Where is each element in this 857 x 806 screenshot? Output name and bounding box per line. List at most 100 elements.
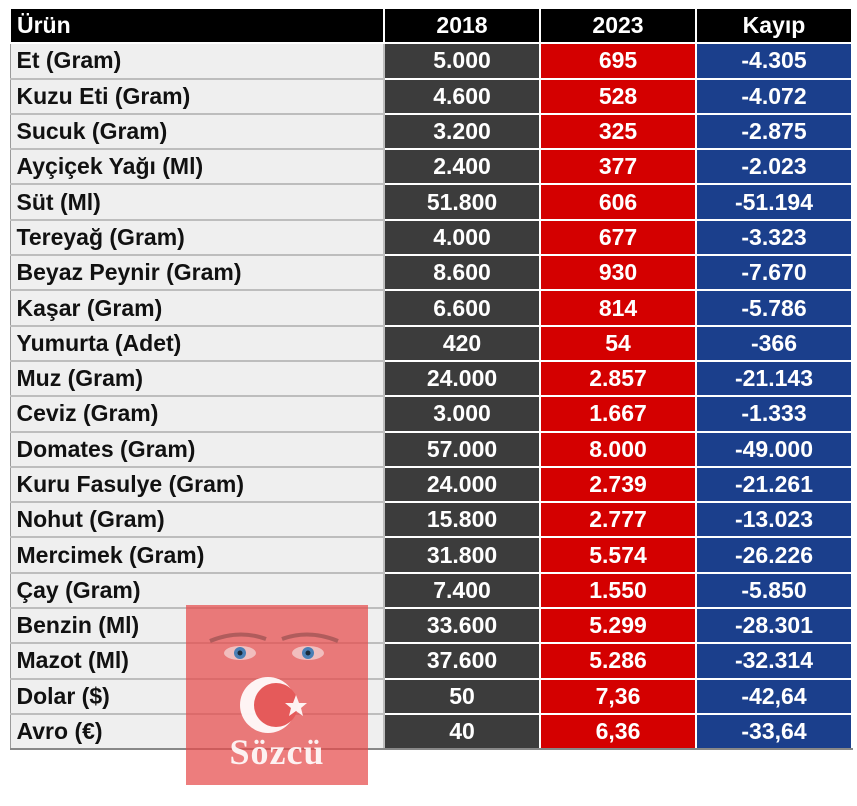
product-name-cell: Yumurta (Adet) bbox=[9, 324, 385, 362]
product-name-cell: Kaşar (Gram) bbox=[9, 289, 385, 327]
product-name-cell: Mercimek (Gram) bbox=[9, 536, 385, 574]
value-2023-cell: 695 bbox=[539, 42, 697, 80]
value-2018-cell: 8.600 bbox=[383, 254, 541, 292]
table-row: Mazot (Ml) 37.600 5.286 -32.314 bbox=[9, 642, 853, 680]
loss-cell: -5.786 bbox=[695, 289, 853, 327]
product-name-cell: Nohut (Gram) bbox=[9, 501, 385, 539]
loss-cell: -5.850 bbox=[695, 571, 853, 610]
table-row: Kuzu Eti (Gram) 4.600 528 -4.072 bbox=[9, 77, 853, 115]
value-2018-cell: 33.600 bbox=[383, 607, 541, 645]
value-2018-cell: 6.600 bbox=[383, 289, 541, 327]
table-row: Avro (€) 40 6,36 -33,64 bbox=[9, 712, 853, 751]
product-name-cell: Et (Gram) bbox=[9, 42, 385, 80]
product-name-cell: Sucuk (Gram) bbox=[9, 112, 385, 151]
watermark-text: Sözcü bbox=[229, 732, 325, 772]
loss-cell: -42,64 bbox=[695, 677, 853, 715]
value-2018-cell: 24.000 bbox=[383, 465, 541, 504]
loss-cell: -33,64 bbox=[695, 712, 853, 751]
loss-cell: -13.023 bbox=[695, 501, 853, 539]
loss-cell: -7.670 bbox=[695, 254, 853, 292]
header-loss: Kayıp bbox=[695, 6, 853, 45]
table-row: Yumurta (Adet) 420 54 -366 bbox=[9, 324, 853, 362]
loss-cell: -2.023 bbox=[695, 148, 853, 186]
table-row: Nohut (Gram) 15.800 2.777 -13.023 bbox=[9, 501, 853, 539]
loss-cell: -4.072 bbox=[695, 77, 853, 115]
loss-cell: -21.143 bbox=[695, 359, 853, 398]
loss-cell: -4.305 bbox=[695, 42, 853, 80]
value-2018-cell: 4.600 bbox=[383, 77, 541, 115]
header-product: Ürün bbox=[9, 6, 385, 45]
product-name-cell: Çay (Gram) bbox=[9, 571, 385, 610]
value-2018-cell: 3.200 bbox=[383, 112, 541, 151]
value-2023-cell: 7,36 bbox=[539, 677, 697, 715]
value-2018-cell: 7.400 bbox=[383, 571, 541, 610]
product-name-cell: Domates (Gram) bbox=[9, 430, 385, 468]
value-2023-cell: 8.000 bbox=[539, 430, 697, 468]
table-header: Ürün 2018 2023 Kayıp bbox=[9, 6, 853, 45]
value-2018-cell: 37.600 bbox=[383, 642, 541, 680]
table-row: Mercimek (Gram) 31.800 5.574 -26.226 bbox=[9, 536, 853, 574]
table-body: Et (Gram) 5.000 695 -4.305 Kuzu Eti (Gram) 4.… bbox=[9, 42, 853, 751]
value-2018-cell: 5.000 bbox=[383, 42, 541, 80]
table-row: Benzin (Ml) 33.600 5.299 -28.301 bbox=[9, 607, 853, 645]
loss-cell: -21.261 bbox=[695, 465, 853, 504]
value-2018-cell: 2.400 bbox=[383, 148, 541, 186]
table-row: Çay (Gram) 7.400 1.550 -5.850 bbox=[9, 571, 853, 610]
table-row: Sucuk (Gram) 3.200 325 -2.875 bbox=[9, 112, 853, 151]
value-2023-cell: 677 bbox=[539, 218, 697, 257]
loss-cell: -2.875 bbox=[695, 112, 853, 151]
product-name-cell: Beyaz Peynir (Gram) bbox=[9, 254, 385, 292]
table-row: Dolar ($) 50 7,36 -42,64 bbox=[9, 677, 853, 715]
loss-cell: -366 bbox=[695, 324, 853, 362]
product-name-cell: Muz (Gram) bbox=[9, 359, 385, 398]
sozcu-watermark: Sözcü bbox=[186, 605, 368, 785]
table-row: Tereyağ (Gram) 4.000 677 -3.323 bbox=[9, 218, 853, 257]
value-2018-cell: 51.800 bbox=[383, 183, 541, 221]
table-row: Ceviz (Gram) 3.000 1.667 -1.333 bbox=[9, 395, 853, 433]
product-name-cell: Tereyağ (Gram) bbox=[9, 218, 385, 257]
value-2023-cell: 54 bbox=[539, 324, 697, 362]
table-row: Kaşar (Gram) 6.600 814 -5.786 bbox=[9, 289, 853, 327]
header-row: Ürün 2018 2023 Kayıp bbox=[9, 6, 853, 45]
header-2023: 2023 bbox=[539, 6, 697, 45]
value-2023-cell: 5.574 bbox=[539, 536, 697, 574]
product-name-cell: Kuru Fasulye (Gram) bbox=[9, 465, 385, 504]
value-2023-cell: 930 bbox=[539, 254, 697, 292]
value-2023-cell: 2.777 bbox=[539, 501, 697, 539]
value-2023-cell: 814 bbox=[539, 289, 697, 327]
value-2018-cell: 4.000 bbox=[383, 218, 541, 257]
table-row: Süt (Ml) 51.800 606 -51.194 bbox=[9, 183, 853, 221]
value-2018-cell: 3.000 bbox=[383, 395, 541, 433]
value-2023-cell: 377 bbox=[539, 148, 697, 186]
value-2018-cell: 40 bbox=[383, 712, 541, 751]
value-2023-cell: 6,36 bbox=[539, 712, 697, 751]
loss-cell: -28.301 bbox=[695, 607, 853, 645]
value-2018-cell: 24.000 bbox=[383, 359, 541, 398]
product-name-cell: Süt (Ml) bbox=[9, 183, 385, 221]
loss-cell: -32.314 bbox=[695, 642, 853, 680]
table-row: Kuru Fasulye (Gram) 24.000 2.739 -21.261 bbox=[9, 465, 853, 504]
value-2018-cell: 15.800 bbox=[383, 501, 541, 539]
price-comparison-table: Ürün 2018 2023 Kayıp Et (Gram) 5.000 695 -4… bbox=[9, 6, 853, 751]
value-2018-cell: 57.000 bbox=[383, 430, 541, 468]
value-2018-cell: 420 bbox=[383, 324, 541, 362]
value-2023-cell: 1.550 bbox=[539, 571, 697, 610]
table-row: Beyaz Peynir (Gram) 8.600 930 -7.670 bbox=[9, 254, 853, 292]
value-2023-cell: 1.667 bbox=[539, 395, 697, 433]
header-2018: 2018 bbox=[383, 6, 541, 45]
value-2018-cell: 31.800 bbox=[383, 536, 541, 574]
value-2023-cell: 606 bbox=[539, 183, 697, 221]
loss-cell: -49.000 bbox=[695, 430, 853, 468]
crescent-star-icon bbox=[240, 677, 307, 733]
table-row: Ayçiçek Yağı (Ml) 2.400 377 -2.023 bbox=[9, 148, 853, 186]
value-2023-cell: 2.857 bbox=[539, 359, 697, 398]
table-row: Domates (Gram) 57.000 8.000 -49.000 bbox=[9, 430, 853, 468]
product-name-cell: Ceviz (Gram) bbox=[9, 395, 385, 433]
product-name-cell: Ayçiçek Yağı (Ml) bbox=[9, 148, 385, 186]
price-comparison-table-container: Ürün 2018 2023 Kayıp Et (Gram) 5.000 695 -4… bbox=[9, 6, 853, 751]
value-2018-cell: 50 bbox=[383, 677, 541, 715]
loss-cell: -1.333 bbox=[695, 395, 853, 433]
product-name-cell: Kuzu Eti (Gram) bbox=[9, 77, 385, 115]
value-2023-cell: 5.286 bbox=[539, 642, 697, 680]
loss-cell: -26.226 bbox=[695, 536, 853, 574]
